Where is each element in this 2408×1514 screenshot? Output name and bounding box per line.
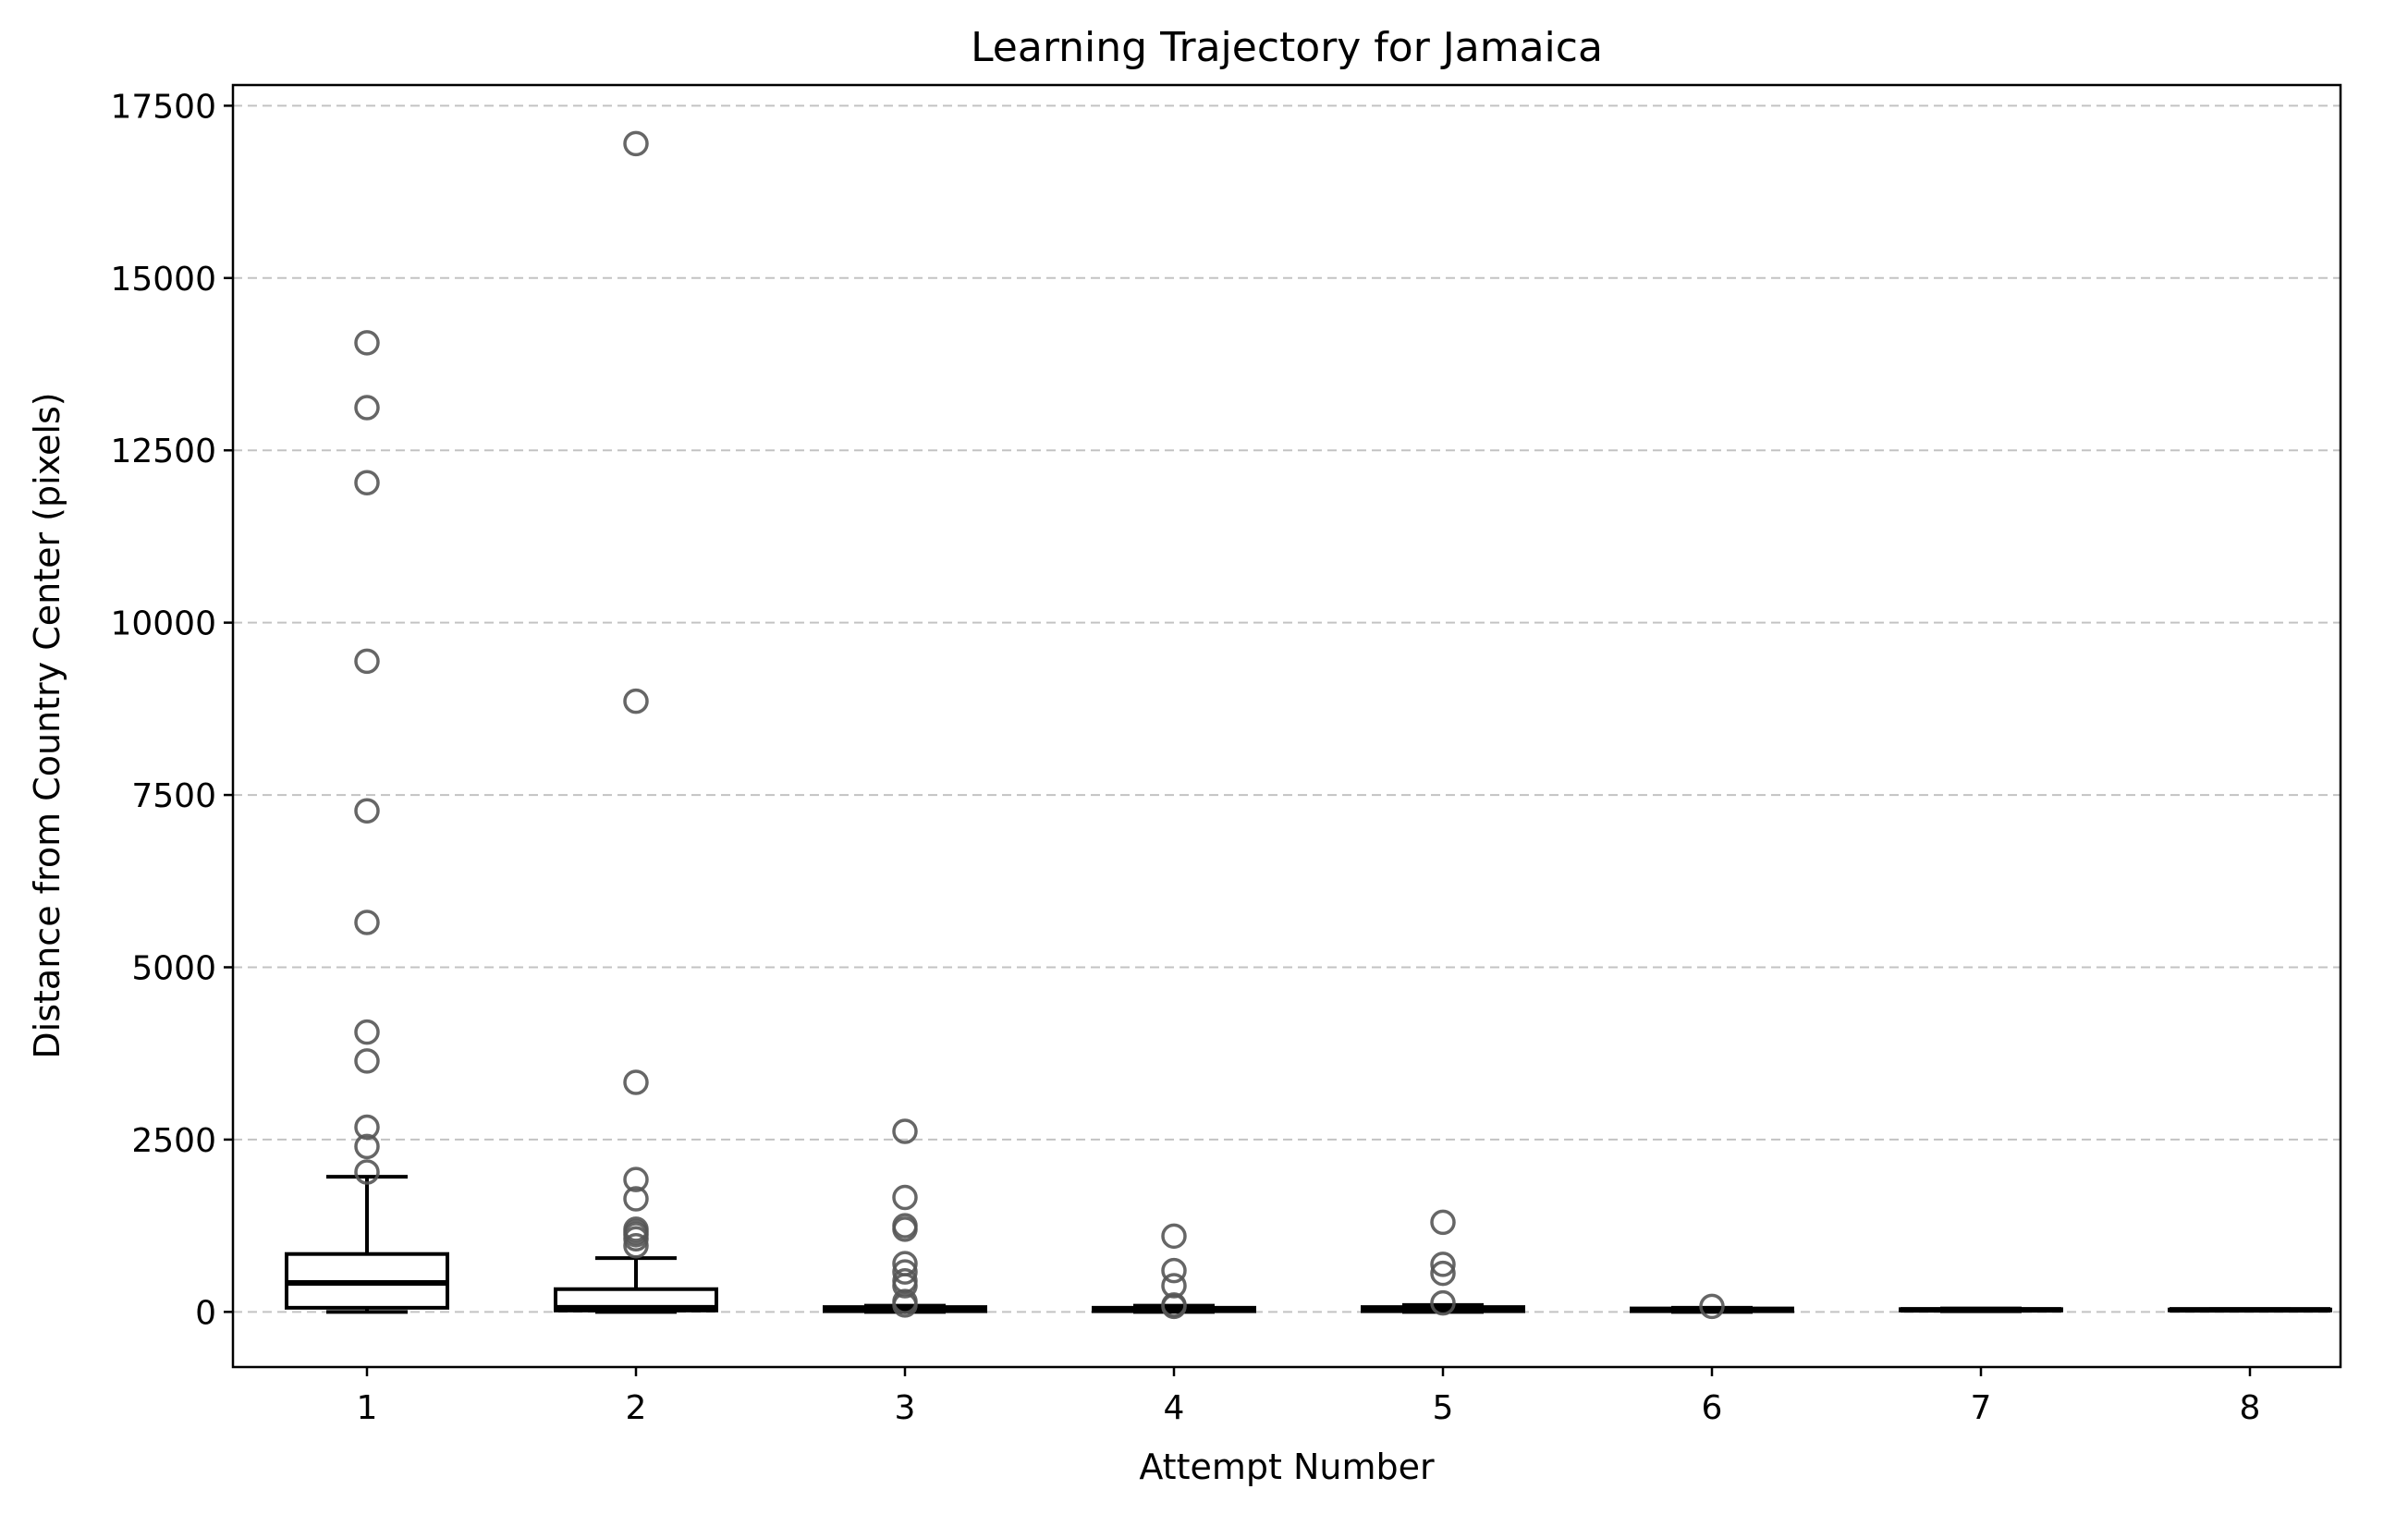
box-8 [2168, 1307, 2332, 1313]
outlier-point [892, 1118, 918, 1144]
outlier-point [354, 1048, 380, 1074]
y-tick-label: 10000 [110, 605, 216, 643]
outlier-point [354, 910, 380, 935]
outlier-point [623, 1216, 649, 1242]
outlier-point [892, 1184, 918, 1211]
outlier-point [623, 688, 649, 714]
box-1 [285, 1175, 449, 1314]
x-tick-label: 5 [1433, 1389, 1454, 1427]
y-tick-label: 12500 [110, 433, 216, 470]
y-tick-label: 0 [195, 1294, 216, 1332]
box-5 [1361, 1302, 1525, 1314]
x-axis-label: Attempt Number [1139, 1447, 1435, 1487]
outlier-point [623, 130, 649, 157]
x-tick-label: 3 [895, 1389, 916, 1427]
outlier-point [354, 330, 380, 356]
x-tick-label: 1 [357, 1389, 378, 1427]
box-2 [554, 1256, 718, 1314]
axis-ticks: 0 2500 5000 7500 10000 12500 15000 17500 1 2 3 4 5 6 7… [110, 88, 2260, 1427]
y-tick-label: 7500 [131, 777, 216, 815]
y-tick-label: 15000 [110, 261, 216, 299]
y-tick-label: 5000 [131, 949, 216, 987]
outlier-point [1430, 1209, 1456, 1236]
x-tick-label: 2 [626, 1389, 647, 1427]
outlier-point [354, 1019, 380, 1045]
box-4 [1092, 1303, 1256, 1314]
outlier-point [623, 1233, 649, 1259]
outlier-point [892, 1213, 918, 1239]
outlier-point [623, 1069, 649, 1095]
y-axis-label: Distance from Country Center (pixels) [27, 392, 67, 1058]
outlier-point [623, 1186, 649, 1212]
x-tick-label: 7 [1971, 1389, 1992, 1427]
outlier-point [1430, 1289, 1456, 1316]
outlier-point [1161, 1273, 1187, 1299]
x-tick-label: 8 [2240, 1389, 2261, 1427]
outlier-point [354, 470, 380, 496]
outlier-point [354, 798, 380, 824]
box-3 [823, 1303, 987, 1314]
outlier-point [623, 1166, 649, 1192]
outlier-point [354, 1159, 380, 1185]
outlier-point [892, 1251, 918, 1276]
box-series [285, 1175, 2332, 1314]
grid-lines [233, 104, 2341, 1313]
box-7 [1899, 1306, 2063, 1313]
outlier-point [354, 1133, 380, 1160]
plot-frame [231, 83, 2342, 1369]
outlier-points [354, 130, 1725, 1320]
outlier-point [892, 1259, 918, 1285]
outlier-point [354, 1114, 380, 1141]
outlier-point [354, 395, 380, 421]
outlier-point [1430, 1260, 1456, 1287]
x-tick-label: 4 [1164, 1389, 1185, 1427]
y-tick-label: 2500 [131, 1122, 216, 1160]
outlier-point [892, 1268, 918, 1294]
outlier-point [1430, 1251, 1456, 1277]
outlier-point [1699, 1293, 1725, 1320]
outlier-point [1161, 1257, 1187, 1284]
box-6 [1630, 1305, 1794, 1314]
outlier-point [1161, 1223, 1187, 1250]
outlier-point [354, 648, 380, 675]
outlier-point [1161, 1292, 1187, 1318]
x-tick-label: 6 [1702, 1389, 1723, 1427]
chart-title: Learning Trajectory for Jamaica [971, 24, 1603, 71]
y-tick-label: 17500 [110, 88, 216, 126]
